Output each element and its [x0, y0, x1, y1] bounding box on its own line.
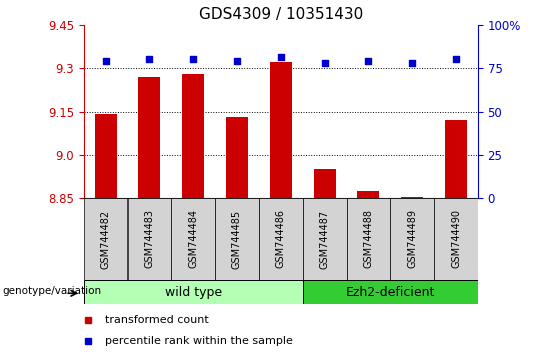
Bar: [94, 114, 117, 198]
Text: GSM744485: GSM744485: [232, 209, 242, 269]
Bar: [259, 198, 303, 280]
Point: [451, 57, 460, 62]
Text: GSM744483: GSM744483: [144, 210, 154, 268]
Bar: [357, 191, 379, 198]
Bar: [314, 169, 335, 198]
Bar: [401, 197, 423, 198]
Bar: [270, 62, 292, 198]
Bar: [347, 198, 390, 280]
Bar: [303, 198, 347, 280]
Title: GDS4309 / 10351430: GDS4309 / 10351430: [199, 7, 363, 22]
Bar: [138, 77, 160, 198]
Point: [145, 56, 154, 62]
Text: GSM744487: GSM744487: [320, 209, 329, 269]
Point: [233, 58, 241, 64]
Bar: [171, 198, 215, 280]
Bar: [226, 117, 248, 198]
Point: [189, 56, 198, 62]
Point: [320, 60, 329, 66]
Bar: [183, 74, 204, 198]
Point: [102, 58, 110, 64]
Text: transformed count: transformed count: [105, 315, 209, 325]
Text: percentile rank within the sample: percentile rank within the sample: [105, 336, 293, 346]
Text: genotype/variation: genotype/variation: [3, 286, 102, 296]
Text: GSM744482: GSM744482: [100, 209, 111, 269]
Point: [364, 58, 373, 64]
Text: GSM744488: GSM744488: [363, 210, 373, 268]
Bar: [127, 198, 171, 280]
Point: [276, 54, 285, 60]
Text: GSM744489: GSM744489: [407, 210, 417, 268]
Bar: [390, 198, 434, 280]
Text: Ezh2-deficient: Ezh2-deficient: [346, 286, 435, 298]
Text: GSM744484: GSM744484: [188, 210, 198, 268]
Bar: [84, 198, 127, 280]
Text: wild type: wild type: [165, 286, 222, 298]
Text: GSM744490: GSM744490: [451, 210, 461, 268]
Bar: [303, 280, 478, 304]
Bar: [84, 280, 303, 304]
Point: [408, 60, 416, 66]
Text: GSM744486: GSM744486: [276, 210, 286, 268]
Bar: [215, 198, 259, 280]
Bar: [434, 198, 478, 280]
Bar: [445, 120, 467, 198]
